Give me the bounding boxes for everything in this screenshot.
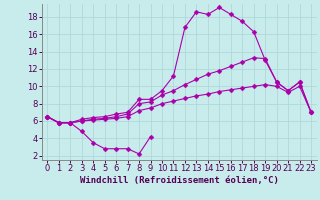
X-axis label: Windchill (Refroidissement éolien,°C): Windchill (Refroidissement éolien,°C) bbox=[80, 176, 279, 185]
